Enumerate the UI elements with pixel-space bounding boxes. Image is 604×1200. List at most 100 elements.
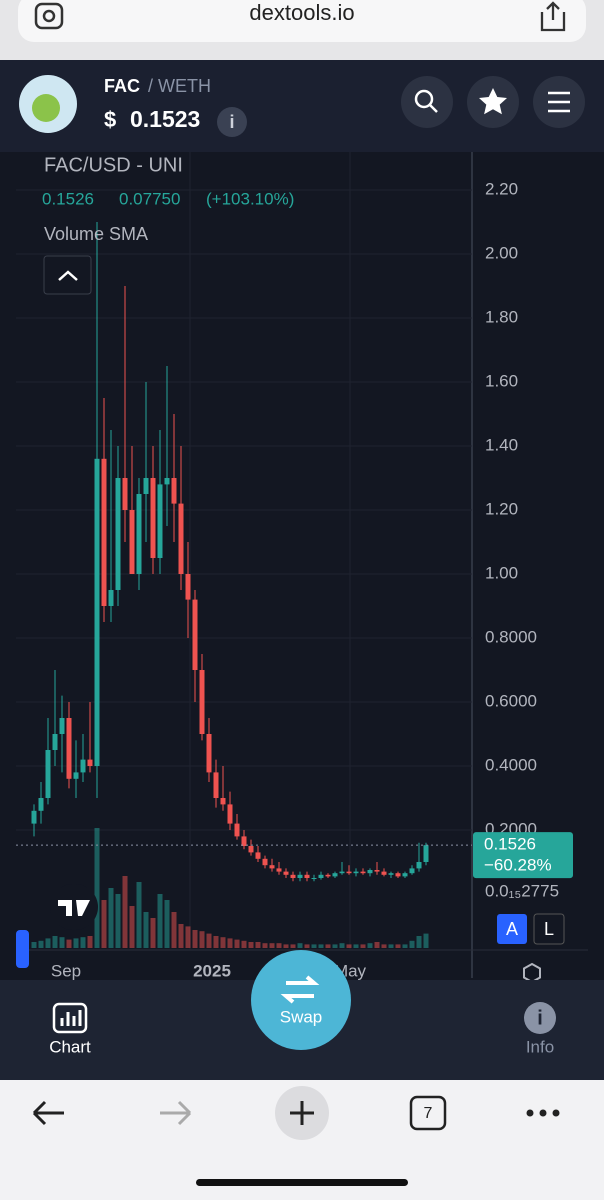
candle-body — [101, 458, 107, 606]
candle-body — [136, 494, 142, 574]
back-button[interactable] — [32, 1100, 64, 1126]
info-icon[interactable] — [524, 1002, 556, 1034]
volume-bar — [325, 944, 331, 948]
volume-bar — [45, 938, 51, 948]
legend-price: 0.1526 — [42, 189, 94, 208]
candle-body — [227, 804, 233, 824]
candle-body — [290, 874, 296, 878]
indicator-name: Volume SMA — [44, 224, 148, 244]
candle-body — [108, 590, 114, 606]
volume-bar — [52, 936, 58, 948]
nav-chart[interactable]: Chart — [49, 1037, 91, 1056]
info-button[interactable] — [217, 107, 247, 137]
volume-bar — [262, 943, 268, 948]
candle-body — [402, 873, 408, 877]
candle-body — [346, 871, 352, 874]
candle-body — [185, 574, 191, 600]
volume-bar — [206, 933, 212, 948]
volume-bar — [213, 936, 219, 948]
url-pill[interactable] — [18, 0, 586, 42]
volume-bar — [66, 939, 72, 948]
y-tick-label: 1.80 — [485, 307, 518, 326]
candle-body — [374, 870, 380, 872]
volume-bar — [416, 936, 422, 948]
candle-body — [381, 871, 387, 875]
base-symbol: FAC — [104, 76, 140, 96]
volume-bar — [122, 876, 128, 948]
candle-body — [304, 874, 310, 878]
candle-body — [45, 750, 51, 798]
volume-bar — [87, 936, 93, 948]
volume-bar — [304, 944, 310, 948]
candle-body — [80, 759, 86, 773]
low-label: 0.0₁₅2775 — [485, 881, 559, 900]
nav-info[interactable]: Info — [526, 1037, 554, 1056]
volume-bar — [367, 943, 373, 948]
collapse-button[interactable] — [43, 255, 92, 295]
candle-body — [332, 873, 338, 877]
menu-icon — [548, 91, 570, 113]
candle-body — [367, 870, 373, 874]
tab-count: 7 — [424, 1105, 433, 1122]
candle-body — [87, 759, 93, 766]
volume-bar — [31, 942, 37, 948]
candle-body — [395, 873, 401, 877]
url: dextools.io — [249, 0, 354, 25]
candle-body — [38, 798, 44, 811]
volume-bar — [227, 938, 233, 948]
currency: $ — [104, 107, 116, 132]
info-icon-glyph: i — [537, 1007, 543, 1029]
y-tick-label: 2.20 — [485, 179, 518, 198]
share-icon[interactable] — [540, 1, 566, 32]
candle-body — [276, 868, 282, 872]
volume-bar — [59, 937, 65, 948]
tv-logo-mark — [58, 900, 90, 916]
legend-change: 0.07750 — [119, 189, 180, 208]
volume-bar — [178, 924, 184, 948]
candle-body — [423, 845, 429, 862]
tabs-button[interactable] — [409, 1095, 447, 1131]
candle-body — [199, 670, 205, 734]
candle-body — [234, 823, 240, 837]
price: 0.1523 — [130, 106, 200, 132]
y-tick-label: 0.6000 — [485, 691, 537, 710]
volume-bar — [164, 900, 170, 948]
forward-button — [160, 1100, 192, 1126]
chart-icon[interactable] — [52, 1002, 88, 1034]
volume-bar — [255, 942, 261, 948]
swap-button[interactable] — [251, 950, 351, 1050]
volume-bar — [423, 933, 429, 948]
candle-body — [213, 772, 219, 798]
more-dot — [552, 1109, 560, 1117]
candle-body — [94, 458, 100, 766]
candle-body — [122, 478, 128, 510]
plot: 2.20 2.00 1.80 1.60 1.40 1.20 1.00 0.8000 0.6000… — [16, 179, 573, 948]
side-toggle[interactable] — [16, 930, 29, 968]
y-tick-label: 1.60 — [485, 371, 518, 390]
volume-bar — [353, 944, 359, 948]
candle-body — [192, 599, 198, 670]
auto-scale-button[interactable] — [497, 914, 527, 944]
volume-bar — [360, 944, 366, 948]
candle-body — [262, 858, 268, 866]
candle-body — [143, 478, 149, 494]
volume-bar — [143, 912, 149, 948]
candle-body — [339, 871, 345, 874]
log-scale-button[interactable] — [533, 913, 565, 945]
volume-bar — [192, 930, 198, 948]
more-dot[interactable] — [526, 1109, 534, 1117]
y-tick-label: 2.00 — [485, 243, 518, 262]
tv-logo — [50, 884, 98, 930]
candle-body — [311, 878, 317, 879]
volume-bar — [94, 828, 100, 948]
candle-body — [269, 865, 275, 869]
volume-bar — [38, 940, 44, 948]
lens-icon[interactable] — [34, 2, 64, 30]
chart-icon-bars — [60, 1010, 82, 1026]
volume-bar — [248, 942, 254, 948]
volume-bar — [220, 937, 226, 948]
search-button[interactable] — [401, 76, 453, 128]
candle-body — [297, 874, 303, 878]
plus-icon — [290, 1101, 314, 1125]
